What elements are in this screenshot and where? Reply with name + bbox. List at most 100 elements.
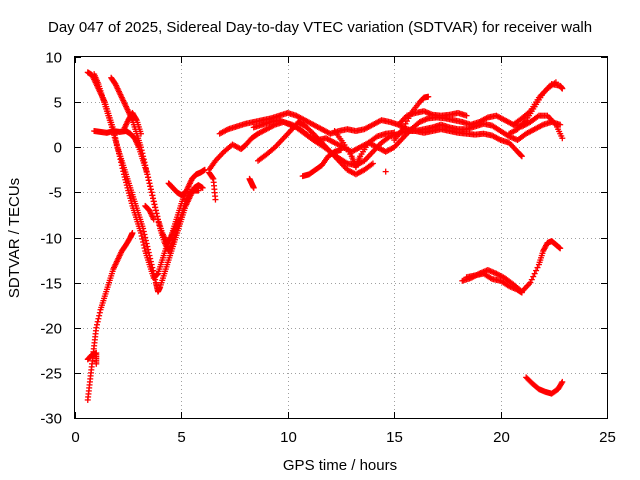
series-7 [142, 202, 157, 223]
x-tick-labels: 0 5 10 15 20 25 [71, 429, 616, 446]
data-point [115, 147, 122, 154]
data-point [209, 174, 216, 181]
series-23 [510, 79, 559, 128]
data-point [118, 162, 125, 169]
data-point [139, 150, 146, 157]
x-tick-label: 15 [386, 429, 403, 446]
data-point [146, 180, 153, 187]
data-point [140, 239, 147, 246]
data-point [153, 210, 160, 217]
data-point [338, 146, 344, 153]
data-point [123, 179, 130, 186]
data-point [93, 360, 100, 367]
data-point [552, 79, 559, 86]
series-1 [84, 350, 100, 367]
data-point [518, 152, 525, 159]
data-point [95, 315, 102, 322]
y-tick-label: -5 [49, 185, 62, 202]
x-axis-label: GPS time / hours [283, 457, 397, 474]
data-point [369, 160, 376, 167]
data-point [96, 309, 103, 316]
data-point [147, 183, 154, 190]
data-point [559, 85, 566, 92]
y-tick-label: 5 [54, 95, 62, 112]
series-15 [299, 146, 344, 180]
data-point [142, 165, 149, 172]
series-16 [331, 128, 398, 171]
data-point [150, 195, 157, 202]
data-point [145, 174, 152, 181]
data-point [137, 144, 144, 151]
y-tick-label: -10 [40, 231, 62, 248]
data-points [84, 69, 566, 403]
data-point [137, 130, 144, 137]
data-point [120, 168, 127, 175]
data-point [150, 216, 157, 223]
data-point [518, 289, 525, 296]
series-0 [84, 229, 136, 403]
series-12 [246, 175, 257, 191]
data-point [528, 276, 535, 283]
data-point [96, 312, 103, 319]
series-3 [91, 71, 183, 282]
data-point [144, 171, 151, 178]
data-point [167, 235, 174, 242]
data-point [557, 245, 564, 252]
series-24 [523, 374, 566, 397]
data-point [391, 129, 398, 136]
y-tick-label: -15 [40, 276, 62, 293]
data-point [139, 236, 146, 243]
data-point [534, 264, 541, 271]
data-point [129, 229, 136, 236]
data-point [558, 380, 565, 387]
data-point [142, 162, 149, 169]
data-point [212, 196, 219, 203]
data-point [112, 137, 119, 144]
series-2 [84, 69, 206, 295]
data-point [115, 150, 122, 157]
data-point [530, 273, 537, 280]
y-tick-labels: -30 -25 -20 -15 -10 -5 0 5 10 [40, 50, 62, 428]
data-point [149, 192, 156, 199]
series-8 [165, 180, 189, 199]
data-point [533, 267, 540, 274]
data-point [148, 189, 155, 196]
y-tick-label: -25 [40, 366, 62, 383]
series-21 [463, 270, 525, 296]
data-point [518, 153, 525, 160]
data-point [120, 171, 127, 178]
data-point [114, 145, 121, 152]
data-point [141, 159, 148, 166]
data-point [118, 159, 125, 166]
data-point [113, 142, 120, 149]
data-point [138, 147, 145, 154]
data-point [93, 321, 100, 328]
data-point [113, 139, 120, 146]
data-point [145, 249, 152, 256]
data-point [137, 229, 144, 236]
data-point [124, 184, 131, 191]
data-point [250, 184, 257, 191]
y-tick-label: -30 [40, 411, 62, 428]
data-point [559, 378, 566, 385]
data-point [152, 207, 159, 214]
data-point [147, 186, 154, 193]
data-point [425, 93, 432, 100]
x-tick-label: 10 [280, 429, 297, 446]
data-point [557, 121, 564, 128]
x-tick-label: 25 [599, 429, 616, 446]
plot-frame [74, 56, 608, 419]
data-point [382, 168, 389, 175]
x-tick-label: 0 [71, 429, 79, 446]
data-point [121, 174, 128, 181]
data-point [559, 135, 566, 142]
series-6 [120, 109, 144, 137]
data-point [145, 177, 152, 184]
data-point [123, 182, 130, 189]
chart-title: Day 047 of 2025, Sidereal Day-to-day VTE… [48, 19, 592, 36]
y-tick-label: -20 [40, 321, 62, 338]
series-17 [382, 168, 389, 175]
data-point [152, 204, 159, 211]
y-tick-label: 0 [54, 140, 62, 157]
data-point [143, 168, 150, 175]
